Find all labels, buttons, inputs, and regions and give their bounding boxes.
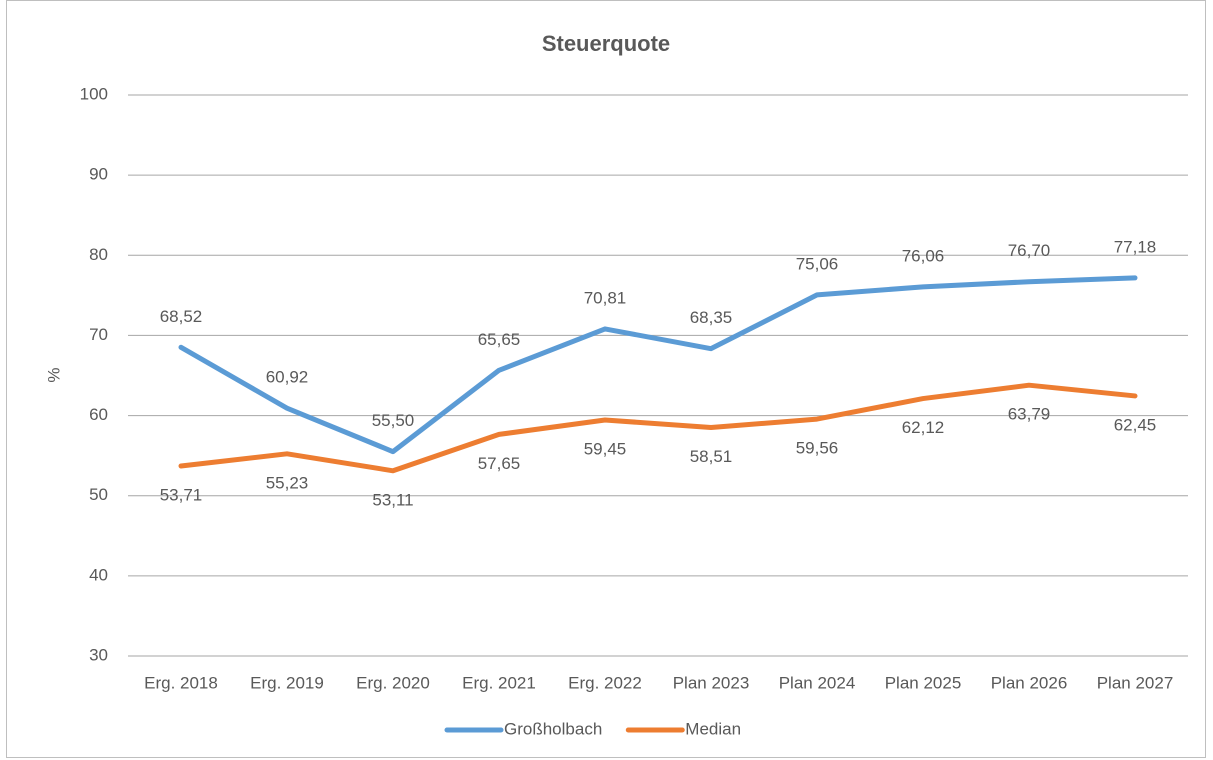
data-label: 59,45 (584, 439, 627, 458)
y-tick-label: 60 (89, 405, 108, 424)
data-label: 55,23 (266, 473, 309, 492)
y-axis-label: % (44, 367, 63, 382)
data-label: 77,18 (1114, 237, 1157, 256)
data-label: 62,45 (1114, 415, 1157, 434)
y-tick-label: 100 (80, 84, 108, 103)
chart-border (6, 0, 1206, 758)
data-label: 62,12 (902, 418, 945, 437)
x-tick-label: Plan 2027 (1097, 673, 1174, 692)
x-tick-label: Erg. 2020 (356, 673, 430, 692)
data-label: 58,51 (690, 447, 733, 466)
x-tick-label: Plan 2025 (885, 673, 962, 692)
x-tick-label: Erg. 2019 (250, 673, 324, 692)
x-tick-label: Plan 2024 (779, 673, 856, 692)
data-label: 75,06 (796, 254, 839, 273)
series-line (178, 382, 1138, 474)
x-tick-label: Erg. 2018 (144, 673, 218, 692)
data-label: 70,81 (584, 288, 627, 307)
y-tick-label: 90 (89, 165, 108, 184)
y-tick-label: 80 (89, 245, 108, 264)
x-tick-label: Erg. 2021 (462, 673, 536, 692)
data-label: 76,70 (1008, 241, 1051, 260)
y-tick-label: 40 (89, 565, 108, 584)
x-tick-label: Plan 2023 (673, 673, 750, 692)
chart-title: Steuerquote (542, 31, 670, 56)
legend-label: Median (685, 719, 741, 738)
data-label: 55,50 (372, 411, 415, 430)
legend-label: Großholbach (504, 719, 602, 738)
data-label: 59,56 (796, 439, 839, 458)
y-tick-label: 30 (89, 645, 108, 664)
data-label: 53,71 (160, 485, 203, 504)
x-tick-label: Plan 2026 (991, 673, 1068, 692)
data-label: 65,65 (478, 330, 521, 349)
data-label: 53,11 (372, 490, 413, 509)
data-label: 60,92 (266, 368, 309, 387)
data-label: 68,52 (160, 307, 203, 326)
series-line (178, 275, 1138, 455)
y-tick-label: 50 (89, 485, 108, 504)
x-tick-label: Erg. 2022 (568, 673, 642, 692)
data-label: 63,79 (1008, 405, 1051, 424)
data-label: 68,35 (690, 308, 733, 327)
data-label: 57,65 (478, 454, 521, 473)
y-tick-label: 70 (89, 325, 108, 344)
data-label: 76,06 (902, 246, 945, 265)
